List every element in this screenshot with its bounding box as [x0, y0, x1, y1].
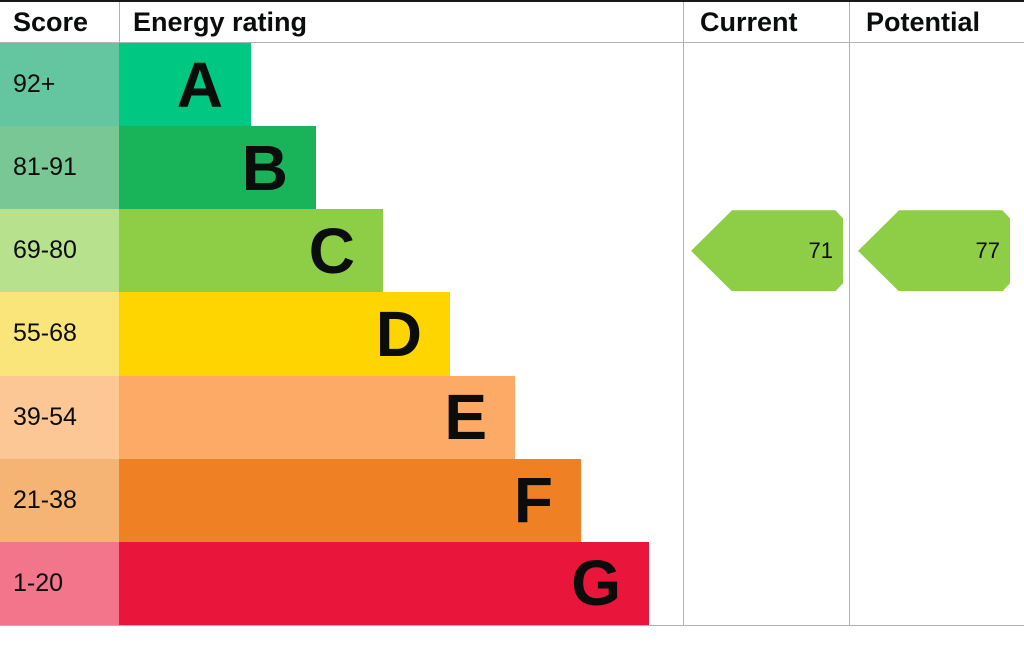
- band-row-c: 69-80 C: [0, 209, 1024, 293]
- band-bar-g: G: [119, 541, 649, 625]
- band-row-e: 39-54 E: [0, 375, 1024, 459]
- band-score-range: 55-68: [0, 292, 119, 376]
- band-score-range: 69-80: [0, 209, 119, 293]
- band-bar-c: C: [119, 209, 383, 293]
- band-letter: C: [308, 214, 355, 287]
- potential-column-divider: [849, 43, 850, 625]
- band-letter: F: [513, 464, 553, 537]
- current-column-divider: [683, 43, 684, 625]
- band-bar-a: A: [119, 43, 251, 127]
- band-row-a: 92+ A: [0, 43, 1024, 127]
- band-letter: B: [241, 131, 288, 204]
- chart-body: 92+ A 81-91 B 69-80 C 55-68 D 39-54 E 21…: [0, 43, 1024, 625]
- band-bar-b: B: [119, 126, 316, 210]
- energy-rating-column-header: Energy rating: [119, 2, 683, 42]
- band-score-range: 39-54: [0, 375, 119, 459]
- current-column-header: Current: [683, 2, 849, 42]
- band-score-range: 81-91: [0, 126, 119, 210]
- band-row-f: 21-38 F: [0, 458, 1024, 542]
- band-letter: G: [571, 547, 621, 620]
- band-letter: E: [444, 381, 487, 454]
- band-bar-e: E: [119, 375, 515, 459]
- table-header-row: Score Energy rating Current Potential: [0, 2, 1024, 43]
- potential-column-header: Potential: [849, 2, 1024, 42]
- band-row-g: 1-20 G: [0, 541, 1024, 625]
- potential-rating-value: 77: [975, 237, 1000, 263]
- band-letter: D: [375, 297, 422, 370]
- band-bar-d: D: [119, 292, 450, 376]
- band-score-range: 21-38: [0, 458, 119, 542]
- score-column-header: Score: [13, 6, 89, 37]
- band-score-range: 1-20: [0, 541, 119, 625]
- band-score-range: 92+: [0, 43, 119, 127]
- band-letter: A: [176, 48, 223, 121]
- current-rating-value: 71: [808, 237, 833, 263]
- epc-table: Score Energy rating Current Potential 92…: [0, 0, 1024, 626]
- band-bar-f: F: [119, 458, 581, 542]
- band-row-b: 81-91 B: [0, 126, 1024, 210]
- band-row-d: 55-68 D: [0, 292, 1024, 376]
